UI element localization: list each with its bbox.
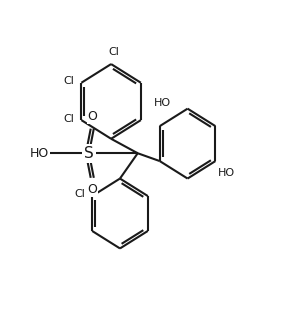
Text: HO: HO (218, 168, 235, 178)
Text: Cl: Cl (64, 76, 75, 86)
Text: Cl: Cl (75, 189, 86, 199)
Text: S: S (84, 146, 94, 161)
Text: Cl: Cl (64, 114, 75, 124)
Text: O: O (87, 183, 97, 196)
Text: O: O (87, 110, 97, 123)
Text: HO: HO (30, 147, 49, 160)
Text: HO: HO (154, 98, 171, 108)
Text: Cl: Cl (108, 47, 119, 57)
